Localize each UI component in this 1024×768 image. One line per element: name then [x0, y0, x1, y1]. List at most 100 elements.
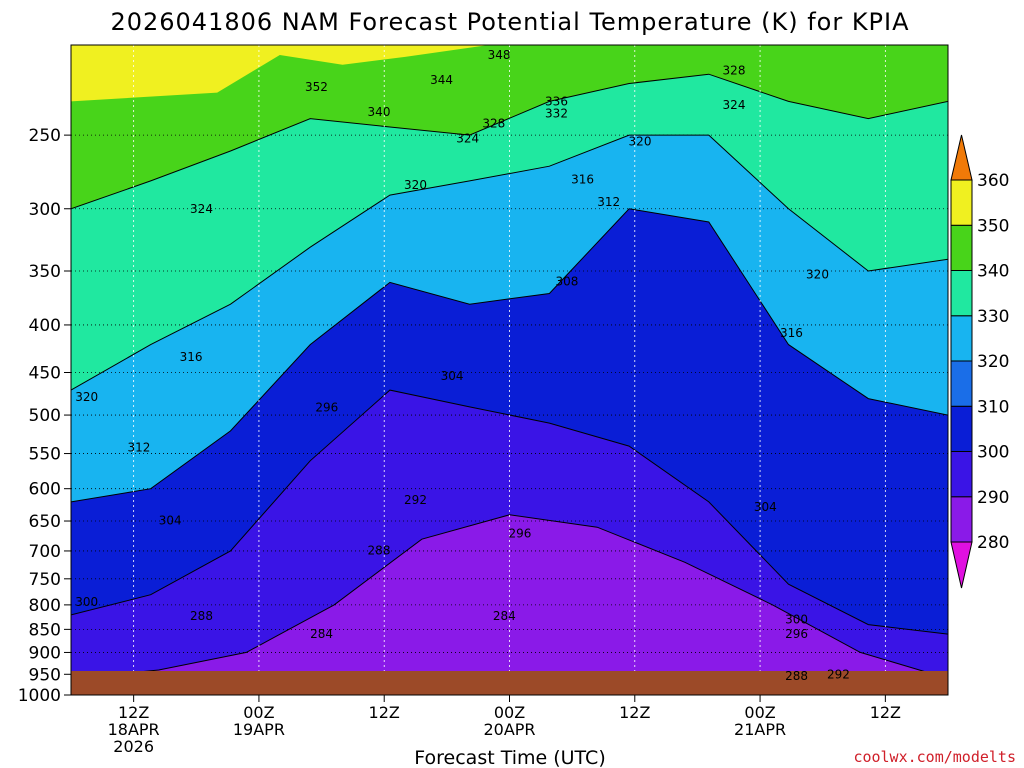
y-tick-label: 1000: [18, 686, 61, 706]
colorbar-label: 330: [977, 307, 1009, 327]
x-tick-label: 12Z: [118, 703, 149, 722]
contour-label: 340: [368, 105, 391, 119]
isentrope-line-292: [71, 514, 948, 679]
y-tick-label: 850: [29, 620, 61, 640]
colorbar: 280 290 300 310 320 330 340 350 360: [950, 134, 1009, 589]
contour-label: 284: [310, 627, 333, 641]
contour-label: 296: [315, 401, 338, 415]
x-tick-label: 12Z: [369, 703, 400, 722]
colorbar-label: 310: [977, 397, 1009, 417]
colorbar-top-arrow: [950, 134, 973, 181]
y-tick-label: 400: [29, 316, 61, 336]
x-tick-label: 00Z: [744, 703, 775, 722]
credit-text: coolwx.com/modelts: [853, 748, 1016, 766]
colorbar-segment: [950, 179, 973, 226]
colorbar-segment: [950, 360, 973, 407]
colorbar-segment: [950, 451, 973, 498]
contour-label: 316: [571, 172, 594, 186]
contour-label: 300: [75, 595, 98, 609]
x-tick-label: 00Z: [243, 703, 274, 722]
contour-label: 320: [404, 178, 427, 192]
contour-label: 292: [827, 668, 850, 682]
gridlines: [71, 45, 948, 695]
contour-label: 288: [368, 543, 391, 557]
contour-label: 352: [305, 80, 328, 94]
contour-label: 312: [127, 441, 150, 455]
isentrope-line-330: [71, 73, 948, 210]
fill-band-above-340: [71, 45, 948, 102]
x-tick-label: 21APR: [734, 720, 786, 739]
y-tick-label: 950: [29, 665, 61, 685]
contour-label: 296: [785, 627, 808, 641]
y-tick-label: 700: [29, 542, 61, 562]
colorbar-label: 300: [977, 443, 1009, 463]
contour-label: 300: [785, 613, 808, 627]
ground-surface: [71, 671, 948, 695]
y-tick-label: 300: [29, 200, 61, 220]
isentrope-line-320: [71, 134, 948, 391]
colorbar-segment: [950, 315, 973, 362]
fill-band-above-330: [71, 45, 948, 209]
colorbar-label: 290: [977, 488, 1009, 508]
contour-label: 304: [441, 369, 464, 383]
y-tick-label: 900: [29, 643, 61, 663]
contour-label: 320: [806, 268, 829, 282]
contour-label: 316: [180, 350, 203, 364]
isentrope-lines: [71, 73, 948, 679]
colorbar-bottom-arrow: [950, 541, 973, 589]
contour-label: 328: [723, 63, 746, 77]
x-tick-label: 20APR: [483, 720, 535, 739]
x-tick-label: 12Z: [870, 703, 901, 722]
y-tick-label: 250: [29, 126, 61, 146]
y-tick-label: 450: [29, 364, 61, 384]
y-tick-label: 550: [29, 445, 61, 465]
contour-label: 304: [754, 500, 777, 514]
contour-label: 288: [190, 609, 213, 623]
contour-label: 296: [508, 526, 531, 540]
contour-label: 336: [545, 94, 568, 108]
x-tick-label: 18APR: [108, 720, 160, 739]
y-tick-label: 350: [29, 262, 61, 282]
y-axis: 250 300 350 400 450 500 550 600 650 700 750 800 850 9…: [18, 126, 71, 706]
contour-label: 348: [488, 48, 511, 62]
contour-label: 324: [456, 131, 479, 145]
contour-label: 324: [190, 202, 213, 216]
colorbar-label: 340: [977, 262, 1009, 282]
y-tick-label: 800: [29, 596, 61, 616]
x-tick-label: 12Z: [619, 703, 650, 722]
contour-label: 316: [780, 326, 803, 340]
x-tick-label: 2026: [113, 737, 154, 756]
y-tick-label: 750: [29, 570, 61, 590]
y-tick-label: 500: [29, 406, 61, 426]
y-tick-label: 650: [29, 512, 61, 532]
fill-band-above-320: [71, 45, 948, 391]
chart-title: 2026041806 NAM Forecast Potential Temper…: [110, 8, 909, 36]
x-tick-label: 00Z: [494, 703, 525, 722]
contour-label: 332: [545, 107, 568, 121]
contour-label: 304: [159, 513, 182, 527]
contour-label: 308: [555, 274, 578, 288]
colorbar-segment: [950, 496, 973, 543]
colorbar-label: 320: [977, 352, 1009, 372]
contour-label: 328: [482, 117, 505, 131]
x-tick-label: 19APR: [233, 720, 285, 739]
x-axis-label: Forecast Time (UTC): [414, 747, 605, 768]
colorbar-segment: [950, 270, 973, 317]
colorbar-segment: [950, 224, 973, 271]
contour-label: 288: [785, 669, 808, 683]
y-tick-label: 600: [29, 480, 61, 500]
contour-label: 344: [430, 73, 453, 87]
contour-label: 320: [629, 135, 652, 149]
contour-label: 284: [493, 609, 516, 623]
contour-label: 292: [404, 493, 427, 507]
colorbar-label: 360: [977, 171, 1009, 191]
colorbar-segment: [950, 405, 973, 452]
contour-label: 320: [75, 390, 98, 404]
colorbar-label: 350: [977, 216, 1009, 236]
contour-label: 324: [723, 98, 746, 112]
contour-label: 312: [597, 195, 620, 209]
